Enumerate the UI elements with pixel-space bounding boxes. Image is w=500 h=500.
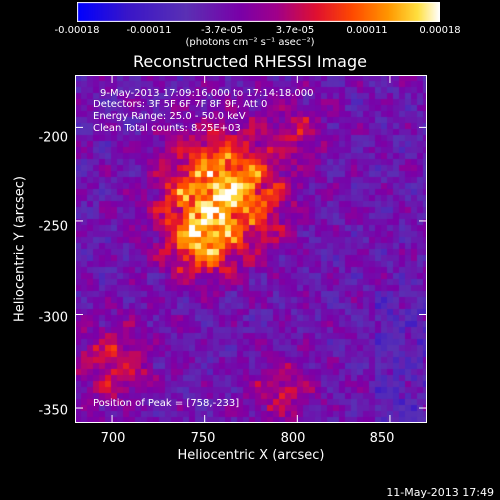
x-tick-label: 750 [190, 431, 216, 446]
y-tick-label: -200 [38, 130, 68, 146]
colorbar-tick-label: 0.00011 [346, 25, 388, 36]
colorbar-tick-label: -3.7e-05 [201, 25, 243, 36]
colorbar-units: (photons cm⁻² s⁻¹ asec⁻²) [185, 37, 315, 48]
plot-area [75, 75, 427, 423]
y-tick-label: -350 [38, 403, 68, 419]
annotation-clean: Clean Total counts: 8.25E+03 [93, 123, 241, 134]
chart-title: Reconstructed RHESSI Image [133, 52, 367, 71]
annotation-energy: Energy Range: 25.0 - 50.0 keV [93, 111, 246, 122]
annotation-time-range: 9-May-2013 17:09:16.000 to 17:14:18.000 [100, 88, 314, 99]
colorbar-tick-label: 3.7e-05 [275, 25, 315, 36]
x-tick-label: 800 [280, 431, 306, 446]
x-tick-label: 700 [100, 431, 126, 446]
y-tick-label: -250 [38, 219, 68, 235]
colorbar [77, 2, 440, 22]
timestamp: 11-May-2013 17:49 [386, 486, 494, 499]
colorbar-tick-label: -0.00018 [54, 25, 100, 36]
y-tick-label: -300 [38, 310, 68, 326]
annotation-detectors: Detectors: 3F 5F 6F 7F 8F 9F, Att 0 [93, 99, 268, 110]
x-axis-label: Heliocentric X (arcsec) [177, 448, 325, 463]
colorbar-tick-label: 0.00018 [419, 25, 461, 36]
annotation-peak: Position of Peak = [758,-233] [93, 398, 240, 409]
colorbar-tick-label: -0.00011 [126, 25, 172, 36]
x-tick-label: 850 [369, 431, 395, 446]
y-axis-label: Heliocentric Y (arcsec) [12, 176, 28, 322]
